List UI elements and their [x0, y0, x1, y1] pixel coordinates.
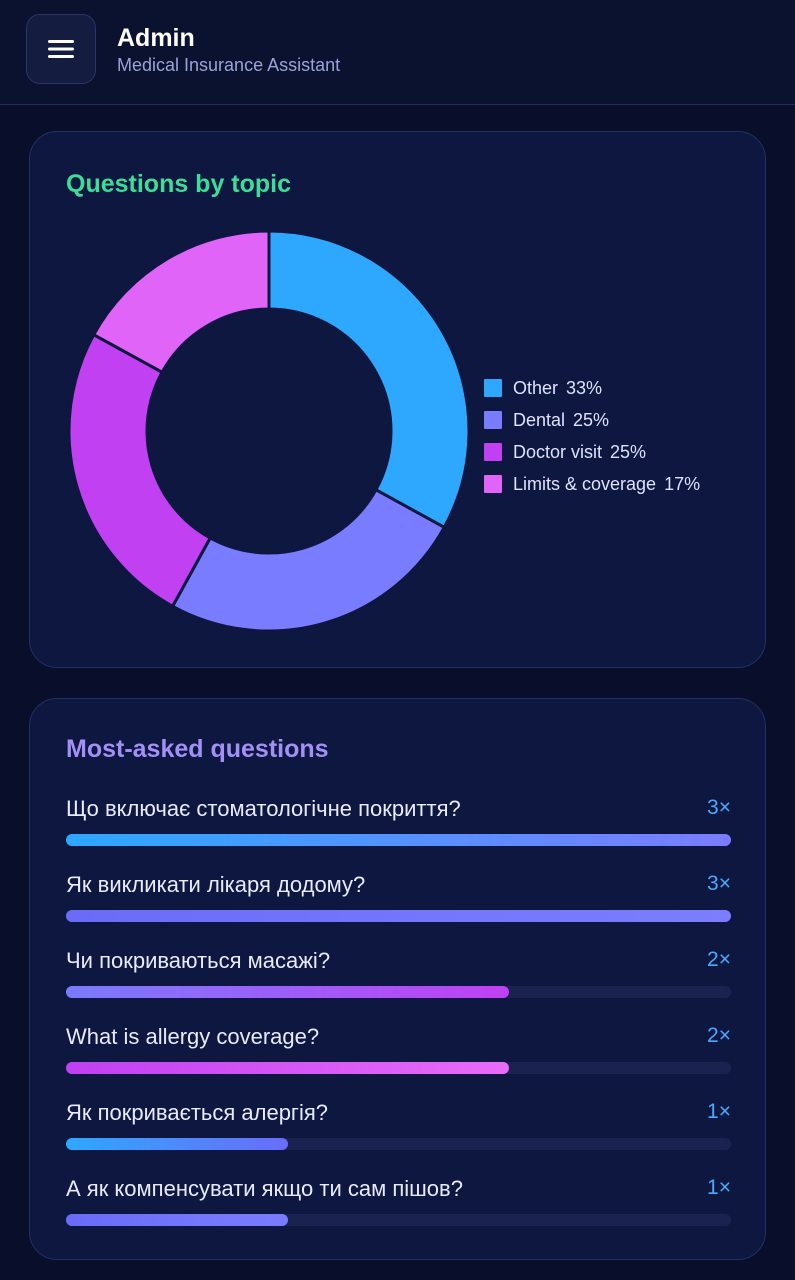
- hamburger-menu-icon: [48, 40, 74, 58]
- question-text: Чи покриваються масажі?: [66, 948, 331, 973]
- question-text: What is allergy coverage?: [66, 1024, 320, 1049]
- legend-item-dental: Dental 25%: [484, 404, 700, 436]
- question-text: А як компенсувати якщо ти сам пішов?: [66, 1176, 463, 1201]
- legend-swatch: [484, 379, 502, 397]
- donut-slice-limits-coverage[interactable]: [91, 229, 271, 375]
- question-count: 1×: [707, 1100, 731, 1123]
- question-bar-fill: [66, 910, 731, 922]
- legend-swatch: [484, 411, 502, 429]
- topics-card: Questions by topic Other 33% Dental 25% Doct…: [29, 131, 766, 668]
- legend-percent: 17%: [664, 473, 701, 494]
- question-text: Як покривається алергія?: [66, 1100, 328, 1125]
- question-bar-fill: [66, 1138, 288, 1150]
- question-bar-track: [66, 1214, 731, 1226]
- question-bar-fill: [66, 1214, 288, 1226]
- legend-swatch: [484, 443, 502, 461]
- legend-item-limits-coverage: Limits & coverage 17%: [484, 468, 700, 500]
- legend-item-doctor-visit: Doctor visit 25%: [484, 436, 700, 468]
- question-bar-fill: [66, 986, 510, 998]
- legend-label: Doctor visit: [513, 441, 603, 462]
- questions-card: Most-asked questions Що включає стоматол…: [29, 698, 766, 1260]
- topics-donut-chart: [67, 229, 471, 633]
- legend-item-other: Other 33%: [484, 372, 700, 404]
- app-title: Admin: [117, 24, 195, 52]
- legend-label: Dental: [513, 409, 566, 430]
- question-row[interactable]: Чи покриваються масажі? 2×: [66, 948, 731, 1008]
- donut-slice-other[interactable]: [267, 229, 471, 530]
- question-bar-track: [66, 910, 731, 922]
- topics-legend: Other 33% Dental 25% Doctor visit 25% Limits &…: [484, 372, 700, 500]
- legend-percent: 25%: [573, 409, 610, 430]
- question-bar-fill: [66, 1062, 510, 1074]
- question-text: Що включає стоматологічне покриття?: [66, 796, 461, 821]
- legend-swatch: [484, 475, 502, 493]
- question-row[interactable]: Як покривається алергія? 1×: [66, 1100, 731, 1160]
- question-count: 3×: [707, 872, 731, 895]
- question-count: 1×: [707, 1176, 731, 1199]
- topics-card-title: Questions by topic: [66, 170, 292, 198]
- legend-percent: 25%: [610, 441, 647, 462]
- question-row[interactable]: Що включає стоматологічне покриття? 3×: [66, 796, 731, 856]
- question-bar-track: [66, 1138, 731, 1150]
- legend-percent: 33%: [566, 377, 603, 398]
- question-bar-track: [66, 986, 731, 998]
- app-header: Admin Medical Insurance Assistant: [0, 0, 795, 105]
- legend-label: Other: [513, 377, 559, 398]
- questions-card-title: Most-asked questions: [66, 735, 329, 763]
- question-bar-fill: [66, 834, 731, 846]
- menu-button[interactable]: [26, 14, 96, 84]
- question-row[interactable]: Як викликати лікаря додому? 3×: [66, 872, 731, 932]
- question-count: 3×: [707, 796, 731, 819]
- question-bar-track: [66, 1062, 731, 1074]
- question-text: Як викликати лікаря додому?: [66, 872, 366, 897]
- app-subtitle: Medical Insurance Assistant: [117, 55, 341, 75]
- question-row[interactable]: What is allergy coverage? 2×: [66, 1024, 731, 1084]
- legend-label: Limits & coverage: [513, 473, 657, 494]
- question-count: 2×: [707, 1024, 731, 1047]
- donut-slice-dental[interactable]: [170, 487, 447, 633]
- donut-slice-doctor-visit[interactable]: [67, 332, 213, 609]
- question-row[interactable]: А як компенсувати якщо ти сам пішов? 1×: [66, 1176, 731, 1236]
- question-count: 2×: [707, 948, 731, 971]
- question-bar-track: [66, 834, 731, 846]
